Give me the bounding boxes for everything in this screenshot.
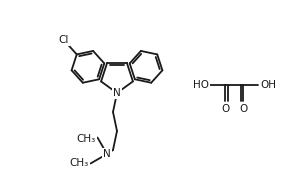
Text: O: O: [239, 104, 247, 114]
Text: CH₃: CH₃: [76, 134, 96, 144]
Text: CH₃: CH₃: [69, 158, 88, 168]
Text: N: N: [103, 149, 111, 159]
Text: OH: OH: [260, 80, 276, 90]
Text: N: N: [113, 88, 121, 98]
Text: O: O: [221, 104, 229, 114]
Text: HO: HO: [193, 80, 209, 90]
Text: Cl: Cl: [59, 35, 69, 45]
